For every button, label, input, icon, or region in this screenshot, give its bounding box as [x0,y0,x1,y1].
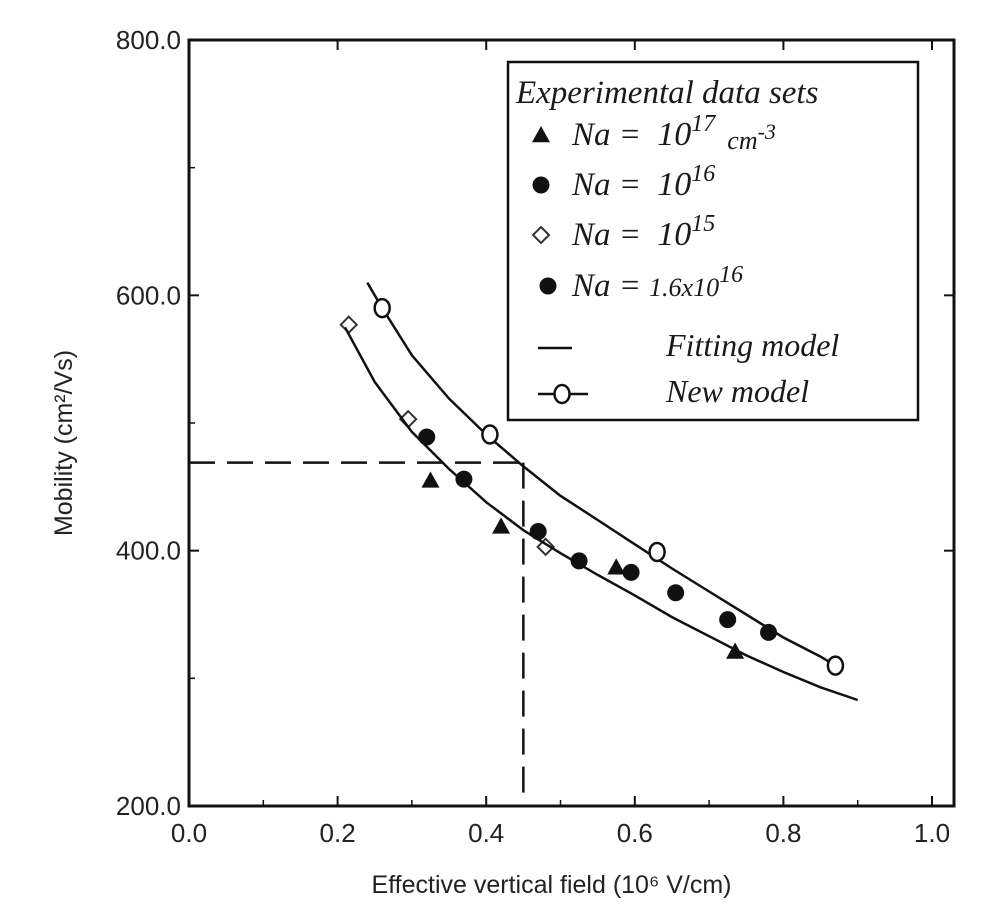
annotations [189,461,525,806]
data-point [373,297,391,319]
data-point [418,428,436,446]
legend-marker [532,176,550,194]
data-point [455,470,473,488]
legend-label-prefix: Na = [571,268,641,304]
legend-label-exponent: 16 [719,262,743,288]
series-1 [455,470,778,641]
legend-marker [553,383,571,405]
x-tick-label: 0.0 [171,818,207,848]
legend-label-prefix: Na = [571,117,649,153]
legend-label-unit: cm [727,126,757,155]
series-layer [339,281,859,702]
legend-label: Na = 1.6x1016 [571,262,743,304]
legend-entry-1: Na = 1016 [532,161,715,203]
y-axis-title: Mobility (cm²/Vs) [50,350,78,536]
x-tick-label: 0.4 [468,818,504,848]
series-4 [343,326,859,702]
data-point [667,584,685,602]
legend-label-exponent: 17 [691,111,716,137]
legend-entry-3: Na = 1.6x1016 [539,262,743,304]
legend-label-exponent: 16 [691,161,715,187]
axes-layer: 0.0 0.2 0.4 0.6 0.8 1.0 200.0 400.0 600.0 800.0 Ef… [50,25,954,899]
y-tick-label: 600.0 [116,280,181,310]
legend-label-unit-exponent: -3 [758,119,776,144]
series-5 [366,281,837,667]
data-point [481,424,499,445]
data-point [607,558,626,575]
data-point [622,563,640,581]
series-2 [339,315,556,557]
legend-label: Fitting model [665,327,839,363]
data-point [648,541,666,563]
legend-label-prefix: Na = [571,217,649,253]
data-point [421,471,440,488]
legend-entry-4: Fitting model [538,327,839,363]
legend-entry-2: Na = 1015 [531,211,715,253]
series-line [366,281,837,667]
x-axis-title: Effective vertical field (10⁶ V/cm) [372,871,732,899]
series-6 [373,297,845,676]
legend-marker [531,225,551,245]
y-tick-label: 200.0 [116,791,181,821]
legend-label-prefix: Na = [571,167,649,203]
data-point [719,611,737,629]
legend-label-base: 1.6x10 [649,273,719,302]
legend-box [506,60,920,422]
data-point [760,623,778,641]
legend-label-base: 10 [657,116,691,153]
legend-title: Experimental data sets [515,75,818,111]
legend-label: Na = 1016 [571,161,715,203]
series-3 [418,428,737,629]
x-tick-label: 1.0 [914,818,950,848]
x-tick-label: 0.8 [765,818,801,848]
legend-label-base: 10 [657,166,691,203]
legend-label-exponent: 15 [691,211,715,237]
data-point [339,315,359,335]
legend-marker [539,277,557,295]
data-point [826,655,845,676]
legend-label: New model [665,373,809,409]
x-tick-label: 0.2 [320,818,356,848]
data-point [529,523,547,541]
legend-entry-0: Na = 1017 cm-3 [532,111,776,155]
legend-entry-5: New model [538,373,809,409]
series-line [343,326,859,702]
legend-label: Na = 1015 [571,211,715,253]
legend-marker [532,126,550,143]
y-tick-label: 400.0 [116,536,181,566]
legend-label-base: 10 [657,216,691,253]
x-tick-label: 0.6 [617,818,653,848]
data-point [492,517,511,534]
legend-label: Na = 1017 cm-3 [571,111,776,155]
y-tick-label: 800.0 [116,25,181,55]
